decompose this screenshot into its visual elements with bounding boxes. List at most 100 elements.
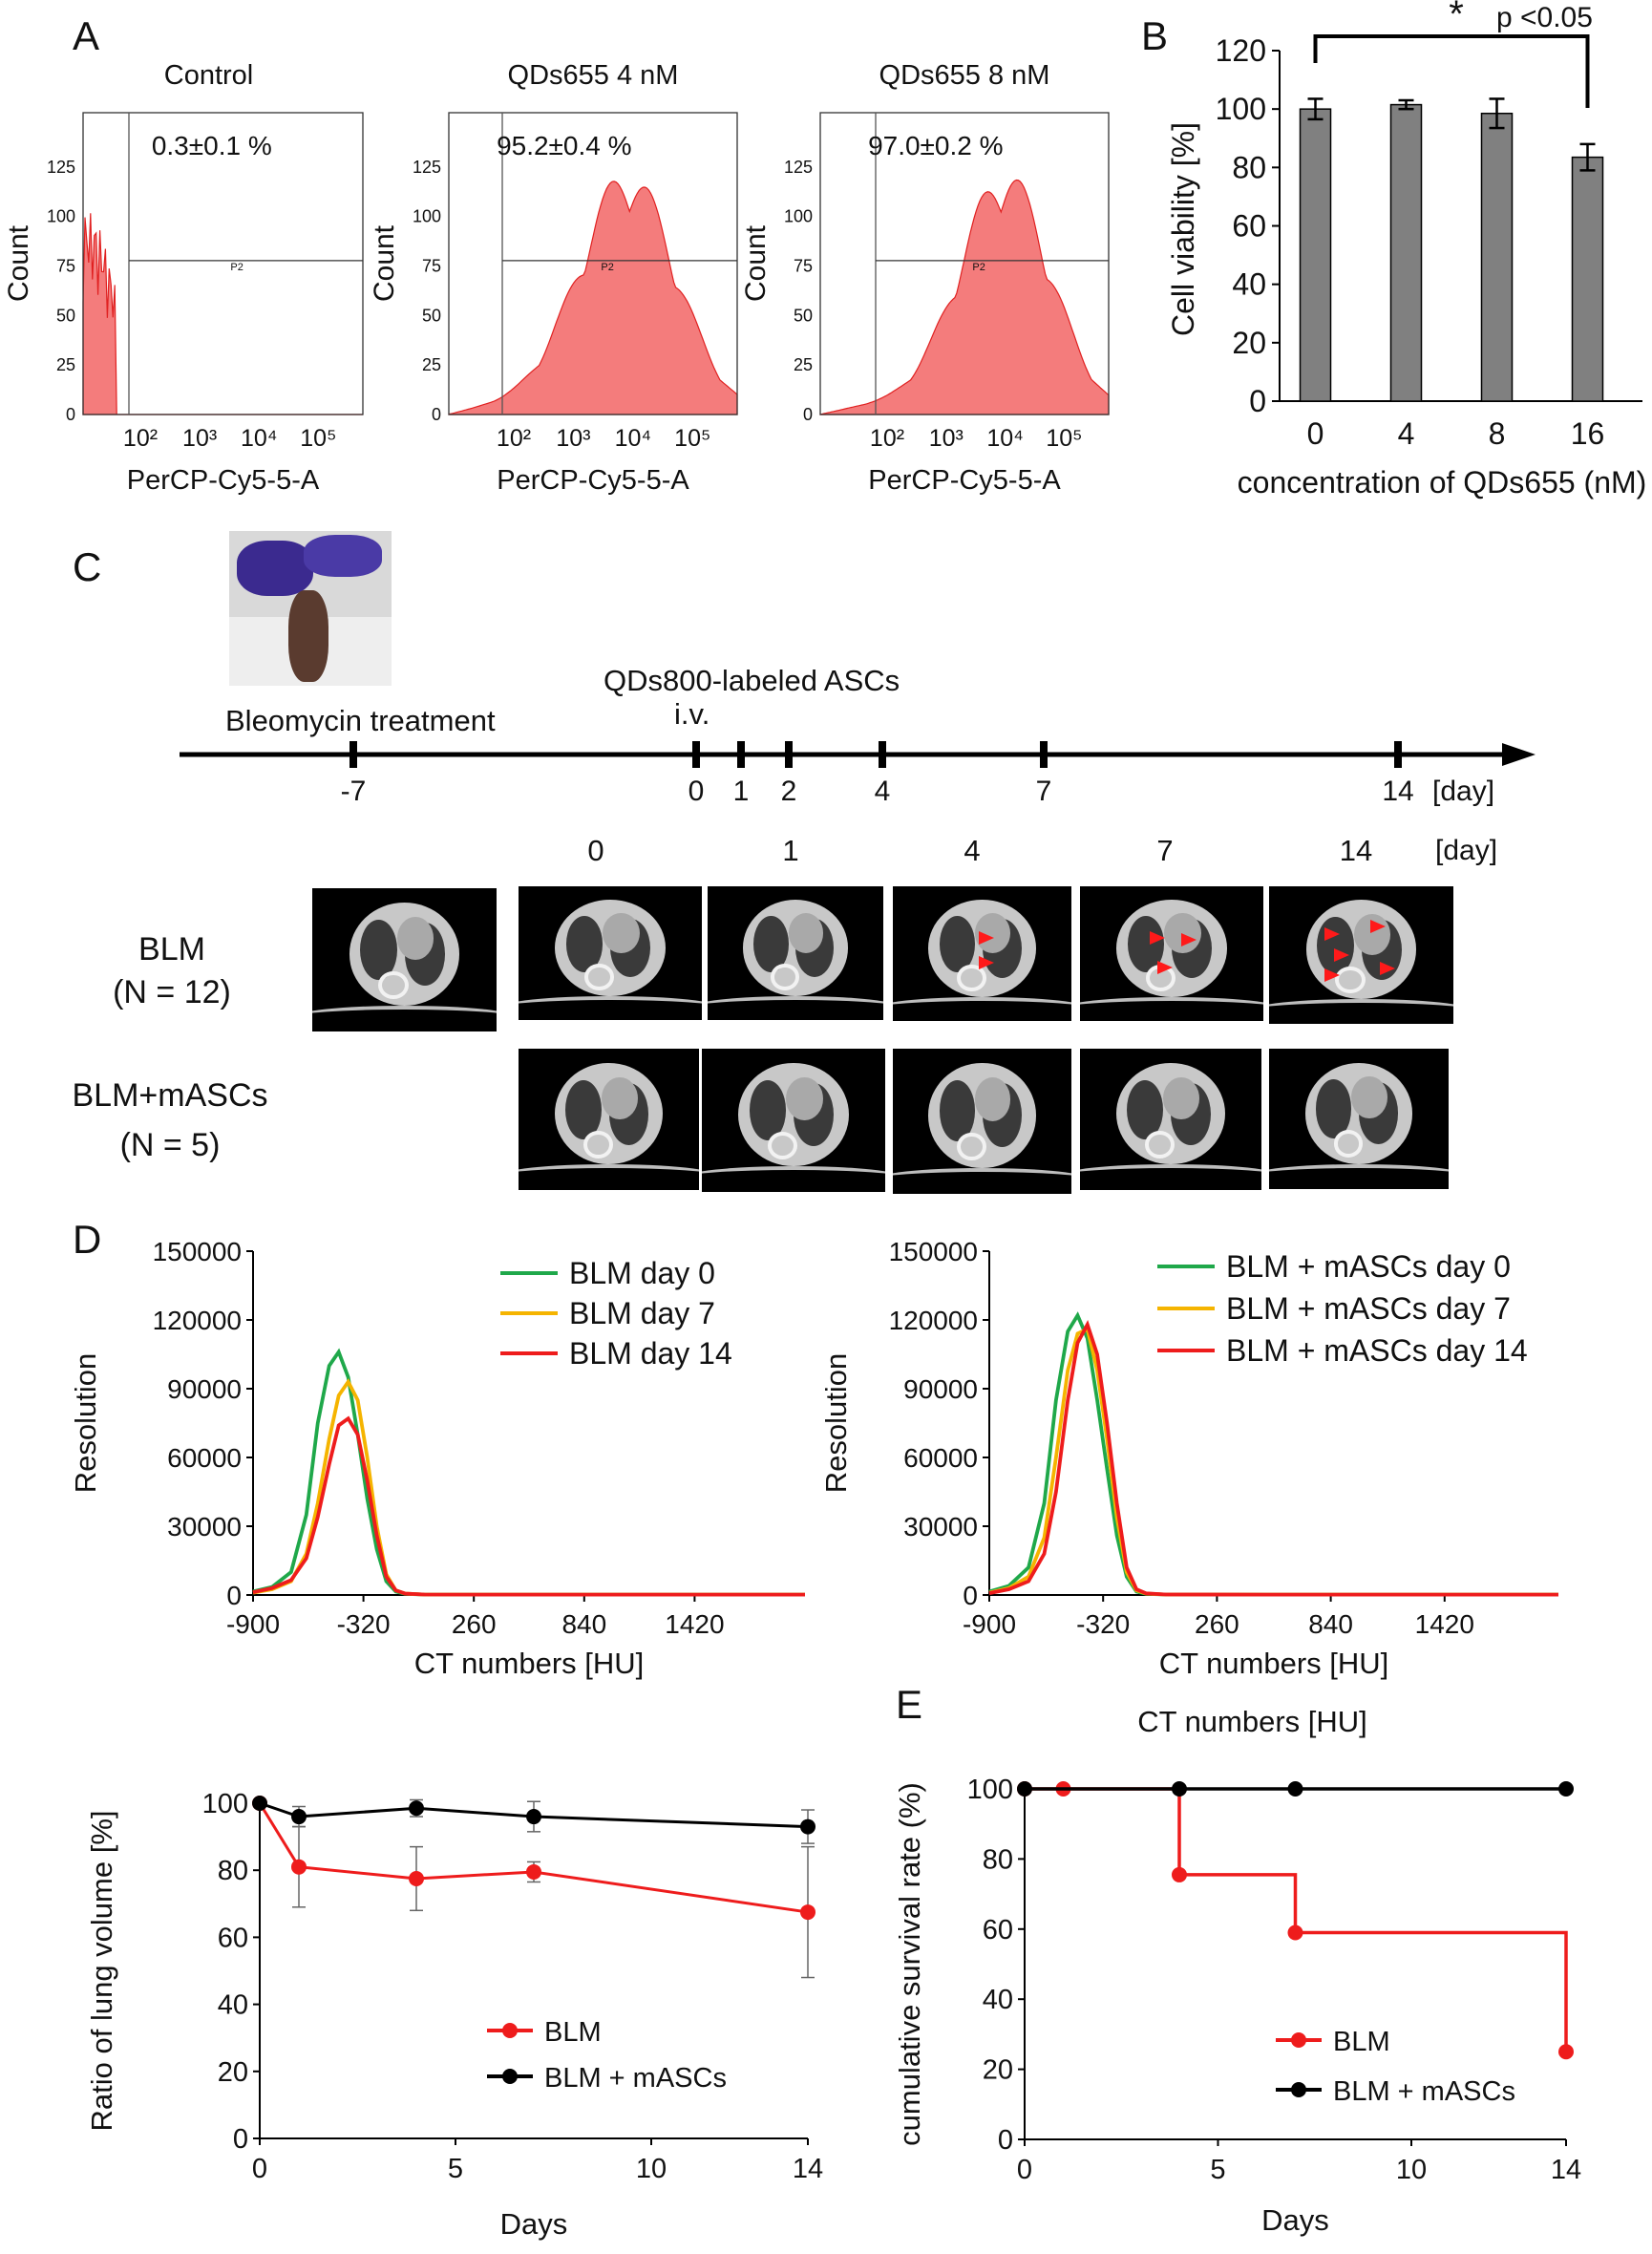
timeline-tick-5 [1040,741,1048,768]
flow-plot-1: QDs655 4 nM P2 95.2±0.4 % 0 25 50 75 100 125 10² 1… [369,60,738,496]
ct-image-blm-5 [1269,886,1453,1024]
timeline-iv-label: i.v. [674,697,710,731]
b-xtick-0: 0 [1307,416,1324,451]
flow-xtick-0-1: 10³ [182,425,217,452]
b-ylabel: Cell viability [%] [1166,122,1200,336]
timeline-tick-label-6: 14 [1382,776,1413,807]
fibrosis-arrow-icon [978,930,994,945]
E-point-0-2 [1172,1866,1187,1882]
flow-histogram-0 [82,213,363,415]
flow-percent-2: 97.0±0.2 % [868,131,1003,160]
D-left-series-line-2 [252,1415,805,1597]
D-right-xlabel: CT numbers [HU] [1159,1647,1389,1680]
b-ytick-4: 80 [1232,150,1266,184]
E-point-1-3 [1558,1781,1574,1797]
ct-histogram-blm: 0 30000 60000 90000 120000 150000 -900 -320 260 8… [69,1237,805,1680]
timeline-tick-label-3: 2 [781,776,797,807]
E-series-line-0 [1025,1787,1568,2052]
lung-volume-legend-label-0: BLM [544,2017,602,2048]
row-mascs-label: BLM+mASCs [73,1077,268,1114]
E-point-0-4 [1558,2044,1574,2060]
timeline-tick-1 [692,741,700,768]
D-left-ytick-1: 30000 [167,1512,242,1542]
fibrosis-arrow-icon [1180,933,1197,947]
b-significance-label: p <0.05 [1496,2,1593,33]
flow-percent-0: 0.3±0.1 % [152,131,272,160]
flow-xlabel-2: PerCP-Cy5-5-A [868,465,1061,496]
flow-ytick-0-4: 100 [47,207,75,226]
flow-ylabel-2: Count [740,224,772,302]
D-left-ylabel: Resolution [69,1353,102,1493]
panel-label-d: D [73,1217,101,1262]
b-significance-star: * [1449,0,1464,35]
flow-plot-2: QDs655 8 nM P2 97.0±0.2 % 0 25 50 75 100 125 10² 1… [740,60,1110,496]
flow-ytick-2-3: 75 [794,257,813,276]
flow-ytick-2-4: 100 [784,207,813,226]
ct-histogram-mascs: 0 30000 60000 90000 120000 150000 -900 -320 260 8… [819,1237,1558,1680]
flow-title-1: QDs655 4 nM [508,60,679,91]
timeline-bleomycin-label: Bleomycin treatment [225,704,496,737]
fibrosis-arrow-icon [1324,968,1340,983]
b-ytick-3: 60 [1232,209,1266,244]
b-ytick-5: 100 [1216,92,1266,126]
timeline-tick-4 [879,741,886,768]
flow-gate-label-2: P2 [972,262,985,273]
D-left-ytick-5: 150000 [153,1237,242,1266]
D-left-xtick-0: -900 [226,1609,280,1639]
row-mascs-n: (N = 5) [120,1127,221,1163]
flow-xtick-2-1: 10³ [929,425,964,452]
lung-volume-xtick-0: 0 [252,2154,267,2184]
E-xtick-0: 0 [1017,2155,1032,2185]
panel-label-b: B [1141,13,1168,58]
flow-histogram-1 [448,181,738,415]
flow-ytick-0-3: 75 [56,257,75,276]
b-bar-2 [1480,113,1514,402]
flow-xtick-0-2: 10⁴ [241,425,278,452]
timeline-tick-2 [737,741,745,768]
lung-volume-point-1-2 [409,1800,424,1817]
flow-ytick-1-4: 100 [413,207,441,226]
ct-day-header-1: 1 [782,834,798,867]
timeline-arrowhead [1502,743,1536,766]
ct-image-mascs-1 [702,1049,885,1192]
fibrosis-arrow-icon [1149,930,1165,945]
E-legend-label-0: BLM [1333,2027,1390,2057]
E-ytick-1: 20 [983,2055,1013,2086]
flow-ytick-1-0: 0 [432,405,441,424]
flow-xtick-0-0: 10² [123,425,158,452]
E-point-0-3 [1287,1924,1303,1941]
flow-ytick-0-1: 25 [56,355,75,374]
ct-grid-labels: [day] BLM (N = 12) BLM+mASCs (N = 5) [73,835,1498,1163]
D-left-legend-label-2: BLM day 14 [569,1336,732,1371]
D-right-xtick-4: 1420 [1415,1609,1474,1639]
D-right-xtick-3: 840 [1308,1609,1353,1639]
treatment-timeline: Bleomycin treatment QDs800-labeled ASCs … [180,664,1536,807]
fibrosis-arrow-icon [1324,927,1340,942]
flow-xlabel-1: PerCP-Cy5-5-A [497,465,689,496]
flow-plot-0: Control P2 0.3±0.1 % 0 25 50 75 100 125 10² 10³ 10⁴… [3,60,364,496]
E-ytick-5: 100 [967,1775,1013,1805]
flow-gate-label-0: P2 [230,262,243,273]
lung-volume-xtick-1: 5 [448,2154,463,2184]
flow-frame-2 [819,112,1110,415]
ct-image-mascs-4 [1269,1049,1449,1189]
timeline-tick-label-0: -7 [341,776,367,807]
flow-ytick-1-1: 25 [422,355,441,374]
flow-ytick-1-3: 75 [422,257,441,276]
flow-xtick-1-1: 10³ [556,425,590,452]
b-significance-bracket [1313,34,1590,108]
flow-cytometry-panels: Control P2 0.3±0.1 % 0 25 50 75 100 125 10² 10³ 10⁴… [3,60,1110,496]
D-right-ytick-2: 60000 [903,1443,978,1473]
flow-xtick-1-0: 10² [497,425,531,452]
flow-ylabel-1: Count [369,224,400,302]
D-right-legend-label-2: BLM + mASCs day 14 [1226,1333,1528,1368]
ct-day-unit: [day] [1435,835,1497,866]
flow-ytick-1-2: 50 [422,306,441,325]
flow-xlabel-0: PerCP-Cy5-5-A [127,465,320,496]
ct-image-blm-0 [312,888,497,1031]
ct-image-mascs-3 [1080,1049,1261,1190]
ct-image-blm-2 [708,886,883,1020]
flow-ytick-1-5: 125 [413,158,441,177]
flow-frame-1 [448,112,738,415]
flow-histogram-2 [819,179,1110,415]
